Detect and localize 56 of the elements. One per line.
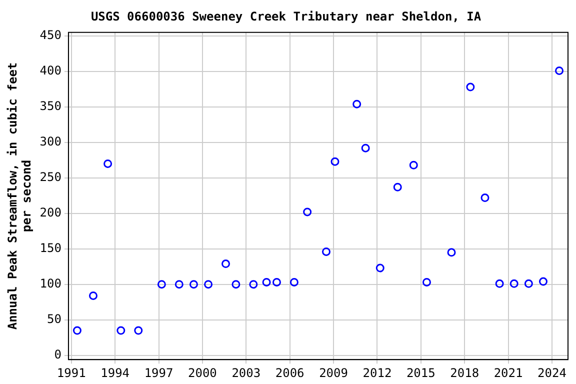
x-tick-label: 2003 [232,366,261,380]
point [290,278,298,286]
point [422,278,431,286]
x-tick-label: 2015 [406,366,436,380]
x-tick-label: 2024 [538,366,566,380]
x-tick-label: 1997 [144,366,174,380]
point [88,291,98,300]
point [361,144,370,152]
point [189,280,198,289]
point [393,182,402,192]
y-tick-label: 450 [40,28,62,42]
x-tick-label: 2000 [188,366,217,380]
point [352,100,362,108]
point [495,279,504,288]
point [480,194,490,202]
chart-title: USGS 06600036 Sweeney Creek Tributary near Sheldon, IA [90,9,482,24]
x-tick-label: 2012 [362,366,392,380]
x-tick-label: 2009 [319,366,348,380]
point [555,66,564,75]
point [538,277,548,286]
y-axis-title: Annual Peak Streamflow, in cubic feet per second [5,62,34,330]
point [72,326,82,335]
point [222,260,230,268]
point [232,280,240,289]
y-tick-label: 300 [40,134,62,149]
x-tick-label: 1994 [100,366,130,380]
point [303,208,312,216]
y-tick-label: 150 [40,241,62,255]
point [524,279,533,288]
point [104,159,112,168]
point [262,278,271,286]
y-tick-label: 350 [40,99,62,114]
point [376,264,384,272]
point [174,280,184,289]
point [157,280,166,289]
point [409,160,418,170]
x-tick-label: 1991 [56,366,86,380]
y-tick-label: 0 [54,347,62,362]
x-tick-label: 2006 [275,366,304,380]
y-tick-label: 250 [40,170,62,184]
point [272,278,281,286]
y-tick-label: 50 [47,312,62,326]
x-tick-label: 2021 [494,366,523,380]
point [466,82,475,92]
point [116,326,126,335]
point [134,326,143,335]
y-tick-label: 100 [40,276,62,290]
y-tick-label: 200 [40,206,62,220]
point [510,279,518,288]
point [330,157,340,166]
point [322,247,330,256]
point [249,280,258,289]
x-tick-label: 2018 [450,366,480,380]
point [447,248,456,257]
point [204,280,213,289]
y-tick-label: 400 [40,64,62,78]
